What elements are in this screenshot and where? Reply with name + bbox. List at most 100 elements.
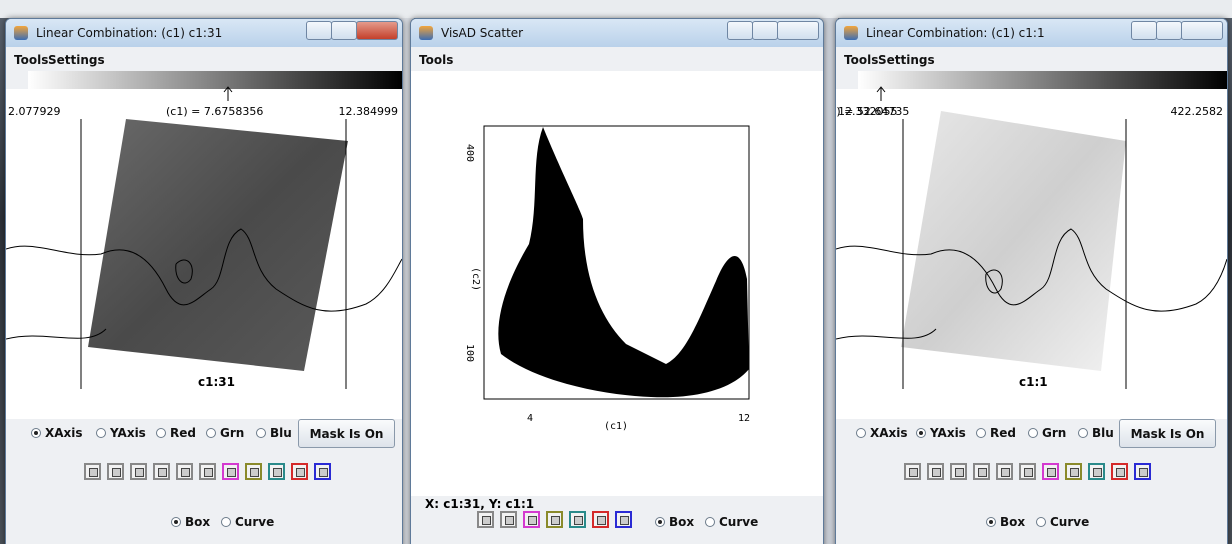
tool-button[interactable] [546,511,563,528]
tool-button[interactable] [927,463,944,480]
colorbar-value: (c1) = 52.64735 [836,105,910,118]
colorbar-max: 12.384999 [338,105,399,118]
tool-button[interactable] [500,511,517,528]
menu-item[interactable]: Settings [878,53,935,67]
minimize-button[interactable] [727,21,753,40]
tool-button[interactable] [314,463,331,480]
tool-button[interactable] [199,463,216,480]
axis-radio[interactable]: YAxis [916,426,966,440]
maximize-button[interactable] [752,21,778,40]
tool-button[interactable] [1111,463,1128,480]
tool-button[interactable] [291,463,308,480]
tool-button[interactable] [996,463,1013,480]
radio-dot [1028,428,1038,438]
window: Linear Combination: (c1) c1:1 Tools Settin… [835,18,1228,544]
axis-radio[interactable]: Red [156,426,196,440]
radio-box[interactable]: Box [986,515,1025,529]
tool-button[interactable] [950,463,967,480]
arrow [223,86,233,101]
tool-button[interactable] [84,463,101,480]
tool-button[interactable] [973,463,990,480]
mask-button[interactable]: Mask Is On [1119,419,1216,448]
radio-curve[interactable]: Curve [221,515,274,529]
radio-dot [1078,428,1088,438]
satellite-image [901,111,1126,371]
radio-dot [206,428,216,438]
tool-button[interactable] [153,463,170,480]
menu-item[interactable]: Settings [48,53,105,67]
satellite-image [88,119,348,371]
radio-label: Blu [270,426,292,440]
radio-label: Curve [719,515,759,529]
app-icon [419,26,433,40]
radio-dot [1036,517,1046,527]
value-arrow [876,86,886,101]
tool-button[interactable] [222,463,239,480]
mask-button[interactable]: Mask Is On [298,419,395,448]
tool-button[interactable] [176,463,193,480]
axis-radio[interactable]: YAxis [96,426,146,440]
app-icon [14,26,28,40]
radio-label: XAxis [870,426,908,440]
axis-radio[interactable]: Grn [206,426,244,440]
tool-button[interactable] [1134,463,1151,480]
radio-curve[interactable]: Curve [705,515,758,529]
radio-dot [156,428,166,438]
axis-radio[interactable]: XAxis [31,426,83,440]
maximize-button[interactable] [1156,21,1182,40]
tool-button[interactable] [1065,463,1082,480]
radio-box[interactable]: Box [655,515,694,529]
tool-button[interactable] [523,511,540,528]
radio-label: Box [1000,515,1026,529]
axis-radio[interactable]: Red [976,426,1016,440]
tool-button[interactable] [245,463,262,480]
radio-label: Red [170,426,196,440]
colorbar-min: 12.332055 [838,105,898,118]
image-label: c1:1 [1019,375,1048,389]
tool-button[interactable] [1019,463,1036,480]
background-app [0,0,1232,18]
tool-button[interactable] [569,511,586,528]
colorbar-min: 2.077929 [8,105,61,118]
tool-button[interactable] [1088,463,1105,480]
title-bar: VisAD Scatter [411,19,823,47]
maximize-button[interactable] [331,21,357,40]
radio-dot [986,517,996,527]
radio-label: Curve [1050,515,1090,529]
tool-button[interactable] [477,511,494,528]
axis-radio[interactable]: XAxis [856,426,908,440]
tool-button[interactable] [615,511,632,528]
tool-button[interactable] [268,463,285,480]
axis-radio[interactable]: Grn [1028,426,1066,440]
radio-curve[interactable]: Curve [1036,515,1089,529]
background-app [820,0,838,544]
coastline [836,228,1227,340]
axis-radio[interactable]: Blu [256,426,292,440]
tool-button[interactable] [1042,463,1059,480]
tool-button[interactable] [904,463,921,480]
menu-item[interactable]: Tools [419,53,454,67]
radio-box[interactable]: Box [171,515,210,529]
window-title: Linear Combination: (c1) c1:1 [866,26,1045,40]
close-button[interactable] [777,21,819,40]
radio-dot [96,428,106,438]
axis-radio[interactable]: Blu [1078,426,1114,440]
coastline [6,228,402,340]
radio-label: Blu [1092,426,1114,440]
minimize-button[interactable] [1131,21,1157,40]
minimize-button[interactable] [306,21,332,40]
radio-label: XAxis [45,426,83,440]
tool-button[interactable] [592,511,609,528]
radio-label: YAxis [930,426,966,440]
tool-button[interactable] [130,463,147,480]
app-icon [844,26,858,40]
radio-dot [976,428,986,438]
close-button[interactable] [1181,21,1223,40]
menu-item[interactable]: Tools [844,53,879,67]
menu-item[interactable]: Tools [14,53,49,67]
radio-dot [221,517,231,527]
tool-button[interactable] [107,463,124,480]
radio-label: Grn [1042,426,1067,440]
close-button[interactable] [356,21,398,40]
